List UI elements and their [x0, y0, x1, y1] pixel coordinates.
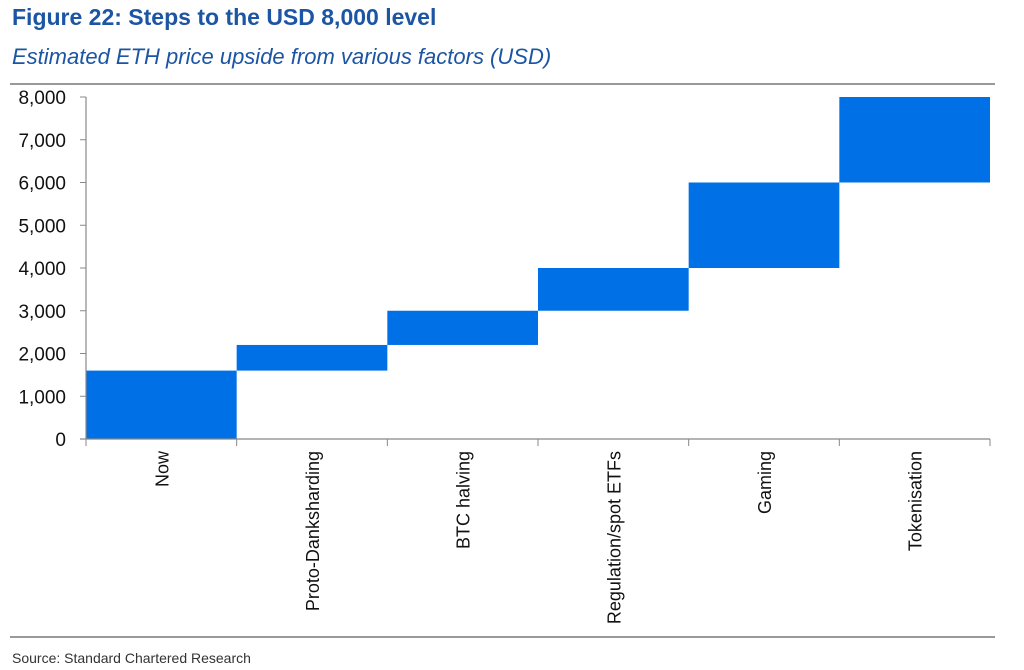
- y-tick-label: 2,000: [18, 345, 66, 366]
- x-tick-label: Now: [152, 450, 172, 487]
- x-tick-label: Gaming: [755, 451, 775, 514]
- bar-4: [688, 182, 840, 268]
- y-tick-label: 3,000: [18, 302, 66, 323]
- x-tick-label: Proto-Danksharding: [303, 451, 323, 611]
- source-note: Source: Standard Chartered Research: [12, 650, 251, 666]
- chart-subtitle: Estimated ETH price upside from various …: [12, 44, 552, 69]
- y-tick-label: 7,000: [18, 131, 66, 152]
- x-tick-label: BTC halving: [454, 451, 474, 549]
- y-tick-label: 1,000: [18, 387, 66, 408]
- y-tick-label: 8,000: [18, 88, 66, 109]
- y-tick-label: 6,000: [18, 174, 66, 195]
- bar-2: [387, 310, 538, 345]
- bar-3: [538, 268, 689, 311]
- y-tick-label: 0: [55, 430, 66, 451]
- x-tick-label: Regulation/spot ETFs: [604, 451, 624, 624]
- chart-title: Figure 22: Steps to the USD 8,000 level: [12, 4, 437, 30]
- bar-1: [236, 344, 388, 371]
- y-tick-label: 4,000: [18, 259, 66, 280]
- x-tick-label: Tokenisation: [906, 451, 926, 551]
- bar-5: [839, 97, 990, 183]
- bar-0: [86, 370, 237, 439]
- y-tick-label: 5,000: [18, 216, 66, 237]
